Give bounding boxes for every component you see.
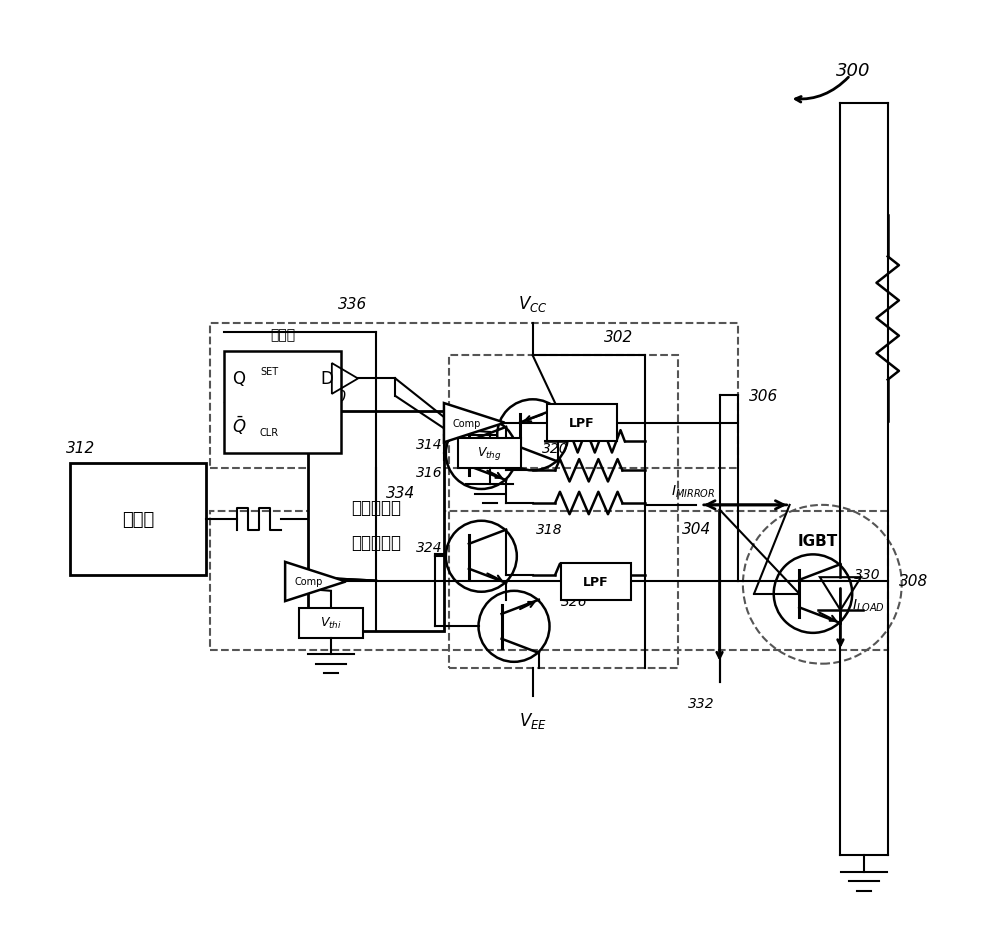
Text: 308: 308 xyxy=(899,574,928,589)
Text: D: D xyxy=(321,370,334,388)
Bar xyxy=(299,608,363,637)
Text: Comp: Comp xyxy=(294,577,322,587)
Text: 336: 336 xyxy=(338,297,367,312)
Text: 306: 306 xyxy=(749,388,779,403)
Text: 328: 328 xyxy=(565,413,592,427)
Text: $I_{LOAD}$: $I_{LOAD}$ xyxy=(852,596,884,613)
Bar xyxy=(210,323,738,468)
Bar xyxy=(308,412,444,631)
Text: 326: 326 xyxy=(561,594,587,608)
Text: SET: SET xyxy=(260,367,278,377)
Text: 332: 332 xyxy=(688,696,715,710)
Text: 334: 334 xyxy=(386,486,415,501)
Polygon shape xyxy=(285,563,346,602)
Text: IGBT: IGBT xyxy=(798,534,838,548)
Text: 栅极驱动调: 栅极驱动调 xyxy=(351,499,401,517)
Text: 300: 300 xyxy=(836,63,870,80)
Text: Comp: Comp xyxy=(453,418,481,428)
Text: 324: 324 xyxy=(416,540,442,554)
Bar xyxy=(561,563,631,601)
Polygon shape xyxy=(444,403,505,443)
Text: LPF: LPF xyxy=(569,417,595,430)
Text: $\bar{Q}$: $\bar{Q}$ xyxy=(232,414,246,436)
Text: 302: 302 xyxy=(604,329,634,344)
Bar xyxy=(210,512,888,650)
Text: CLR: CLR xyxy=(260,428,279,437)
Text: $I_{MIRROR}$: $I_{MIRROR}$ xyxy=(671,483,715,500)
Text: $V_{CC}$: $V_{CC}$ xyxy=(518,294,547,314)
Text: 318: 318 xyxy=(536,522,562,536)
Text: LPF: LPF xyxy=(583,576,609,589)
Text: 控制器: 控制器 xyxy=(122,510,154,528)
Text: $V_{thg}$: $V_{thg}$ xyxy=(477,445,502,461)
Bar xyxy=(458,438,521,468)
Text: 触发器: 触发器 xyxy=(270,328,295,342)
Bar xyxy=(224,351,341,454)
Text: Q: Q xyxy=(232,370,245,388)
Bar xyxy=(70,463,206,576)
Text: 322: 322 xyxy=(572,411,598,425)
Bar xyxy=(449,356,678,668)
Text: 314: 314 xyxy=(416,438,442,452)
Text: 310: 310 xyxy=(318,389,347,404)
Text: 320: 320 xyxy=(542,442,569,456)
Text: 316: 316 xyxy=(416,466,442,479)
Bar xyxy=(547,404,617,442)
Text: $V_{EE}$: $V_{EE}$ xyxy=(519,710,547,731)
Text: $V_{thi}$: $V_{thi}$ xyxy=(320,615,342,631)
Text: 330: 330 xyxy=(854,567,881,581)
Text: 节控制电路: 节控制电路 xyxy=(351,534,401,551)
Text: 304: 304 xyxy=(682,521,711,536)
Text: 312: 312 xyxy=(66,441,95,456)
